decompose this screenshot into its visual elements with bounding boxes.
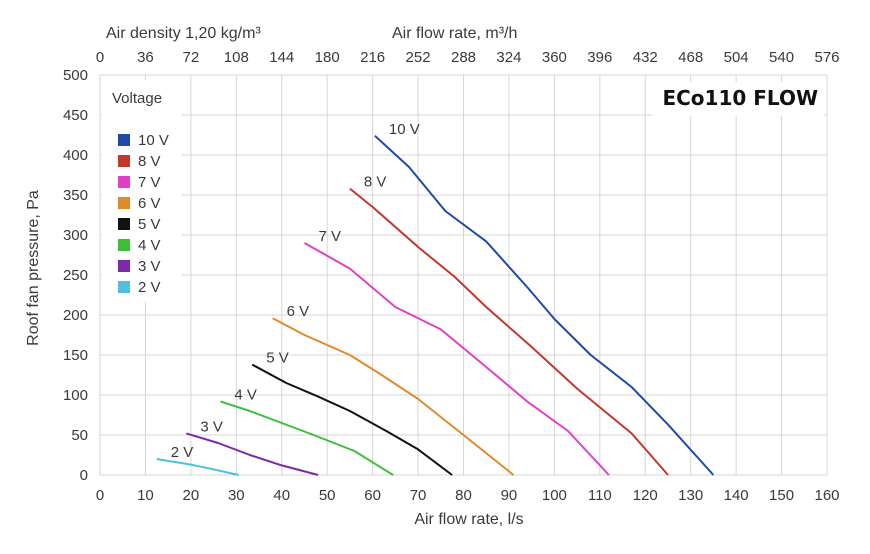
grid	[99, 74, 828, 476]
legend-swatch	[118, 176, 130, 188]
legend-box	[102, 80, 182, 302]
top-tick-label: 360	[542, 49, 567, 66]
top-tick-label: 0	[96, 49, 104, 66]
legend-swatch	[118, 155, 130, 167]
y-tick-label: 0	[80, 467, 88, 484]
x-tick-label: 50	[319, 487, 336, 504]
title-box	[652, 82, 824, 116]
curve-label: 4 V	[234, 386, 257, 403]
top-tick-label: 252	[406, 49, 431, 66]
legend: 10 V 8 V 7 V 6 V 5 V 4 V 3 V 2 V	[118, 132, 169, 296]
legend-label: 5 V	[138, 216, 161, 233]
top-tick-label: 468	[678, 49, 703, 66]
legend-swatch	[118, 218, 130, 230]
legend-swatch	[118, 260, 130, 272]
legend-swatch	[118, 134, 130, 146]
curve-label: 7 V	[318, 228, 341, 245]
x-tick-label: 80	[455, 487, 472, 504]
x-tick-label: 30	[228, 487, 245, 504]
top-tick-label: 288	[451, 49, 476, 66]
legend-swatch	[118, 197, 130, 209]
curve-label: 10 V	[389, 121, 420, 138]
x-tick-label: 70	[410, 487, 427, 504]
top-tick-label: 576	[814, 49, 839, 66]
curve-label: 2 V	[171, 444, 194, 461]
y-tick-label: 300	[63, 227, 88, 244]
curve-label: 5 V	[266, 350, 289, 367]
top-tick-label: 396	[587, 49, 612, 66]
top-axis-title: Air flow rate, m³/h	[392, 25, 517, 42]
curve-5v	[251, 363, 453, 476]
curve-label: 3 V	[200, 418, 223, 435]
x-tick-label: 130	[678, 487, 703, 504]
x-tick-label: 40	[273, 487, 290, 504]
top-tick-label: 324	[496, 49, 521, 66]
legend-label: 4 V	[138, 237, 161, 254]
x-tick-label: 110	[588, 487, 612, 504]
x-tick-label: 90	[501, 487, 518, 504]
y-tick-label: 150	[63, 347, 88, 364]
curve-labels: 10 V 8 V 7 V 6 V 5 V 4 V 3 V 2 V	[171, 121, 420, 461]
x-axis-ticks: 0 10 20 30 40 50 60 70 80 90 100 110 120 130 140 150 160	[96, 487, 840, 504]
x-tick-label: 140	[724, 487, 749, 504]
chart-title: ECo110 FLOW	[662, 86, 818, 110]
top-tick-label: 504	[724, 49, 749, 66]
curve-label: 8 V	[364, 174, 387, 191]
curve-8v	[349, 187, 669, 476]
curves	[156, 135, 715, 476]
x-tick-label: 120	[633, 487, 658, 504]
y-tick-label: 50	[71, 427, 88, 444]
curve-4v	[220, 400, 394, 476]
curve-3v	[186, 432, 319, 476]
top-tick-label: 432	[633, 49, 658, 66]
top-tick-label: 144	[269, 49, 294, 66]
curve-7v	[304, 242, 610, 476]
y-tick-label: 100	[63, 387, 88, 404]
legend-label: 7 V	[138, 174, 161, 191]
legend-swatch	[118, 239, 130, 251]
y-axis-ticks: 0 50 100 150 200 250 300 350 400 450 500	[63, 67, 88, 484]
legend-label: 3 V	[138, 258, 161, 275]
legend-label: 10 V	[138, 132, 169, 149]
curve-10v	[374, 135, 715, 476]
top-tick-label: 72	[183, 49, 200, 66]
y-axis-title: Roof fan pressure, Pa	[25, 190, 42, 346]
curve-2v	[156, 458, 239, 476]
y-tick-label: 350	[63, 187, 88, 204]
y-tick-label: 250	[63, 267, 88, 284]
x-tick-label: 10	[137, 487, 154, 504]
y-tick-label: 500	[63, 67, 88, 84]
curve-label: 6 V	[287, 303, 310, 320]
x-tick-label: 160	[814, 487, 839, 504]
top-tick-label: 540	[769, 49, 794, 66]
legend-label: 8 V	[138, 153, 161, 170]
y-tick-label: 200	[63, 307, 88, 324]
x-tick-label: 100	[542, 487, 567, 504]
y-tick-label: 400	[63, 147, 88, 164]
x-tick-label: 20	[183, 487, 200, 504]
x-tick-label: 0	[96, 487, 104, 504]
x-tick-label: 60	[364, 487, 381, 504]
legend-label: 6 V	[138, 195, 161, 212]
x-axis-title: Air flow rate, l/s	[414, 511, 523, 528]
top-tick-label: 180	[315, 49, 340, 66]
curve-6v	[272, 317, 515, 476]
top-tick-label: 108	[224, 49, 249, 66]
x-tick-label: 150	[769, 487, 794, 504]
top-tick-label: 36	[137, 49, 154, 66]
legend-swatch	[118, 281, 130, 293]
y-tick-label: 450	[63, 107, 88, 124]
top-tick-label: 216	[360, 49, 385, 66]
top-axis-ticks: 0 36 72 108 144 180 216 252 288 324 360 396 432 468 50…	[96, 49, 840, 66]
top-axis-density-label: Air density 1,20 kg/m³	[106, 25, 261, 42]
legend-title: Voltage	[112, 90, 162, 107]
legend-label: 2 V	[138, 279, 161, 296]
